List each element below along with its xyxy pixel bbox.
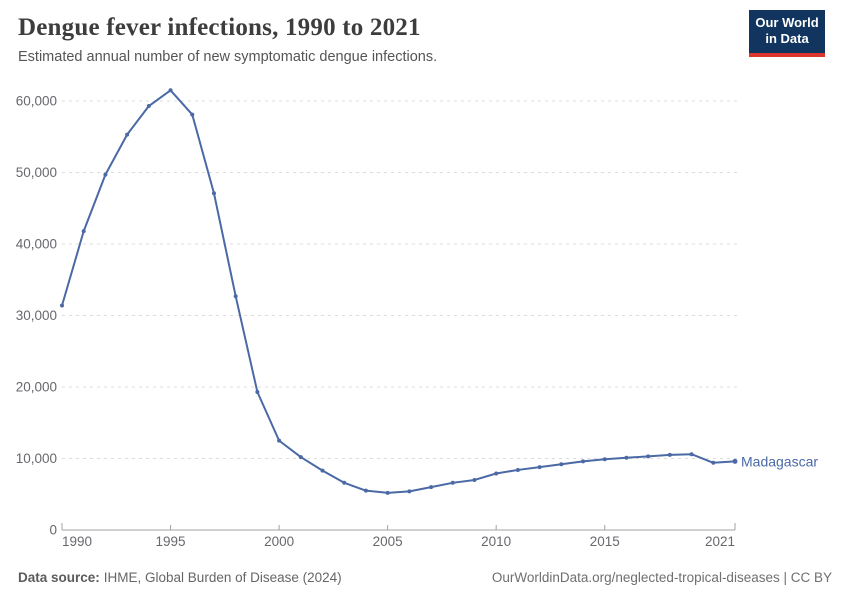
y-axis-tick-label: 30,000	[16, 308, 57, 323]
data-point[interactable]	[233, 294, 238, 299]
owid-logo-line1: Our World	[755, 15, 819, 30]
x-axis-tick-label: 2010	[481, 534, 511, 549]
y-axis-tick-label: 10,000	[16, 451, 57, 466]
x-axis-tick-label: 1995	[156, 534, 186, 549]
data-point[interactable]	[125, 132, 130, 137]
data-point[interactable]	[255, 390, 260, 395]
data-point[interactable]	[667, 452, 672, 457]
data-point[interactable]	[60, 303, 64, 308]
data-point[interactable]	[385, 490, 390, 495]
series-label-madagascar[interactable]: Madagascar	[741, 453, 818, 469]
data-point[interactable]	[298, 455, 303, 460]
y-axis-tick-label: 50,000	[16, 165, 57, 180]
data-source-label: Data source:	[18, 570, 100, 585]
data-point[interactable]	[146, 104, 151, 109]
data-point[interactable]	[277, 438, 282, 443]
chart-footer: Data source: IHME, Global Burden of Disea…	[18, 570, 832, 585]
x-axis-tick-label: 1990	[62, 534, 92, 549]
data-source-value: IHME, Global Burden of Disease (2024)	[103, 570, 342, 585]
data-point[interactable]	[450, 480, 455, 485]
data-point[interactable]	[537, 465, 542, 470]
data-point[interactable]	[732, 458, 738, 464]
data-point[interactable]	[602, 457, 607, 462]
data-point[interactable]	[515, 467, 520, 472]
data-point[interactable]	[81, 229, 86, 234]
data-source: Data source: IHME, Global Burden of Disea…	[18, 570, 342, 585]
data-point[interactable]	[363, 488, 368, 493]
data-point[interactable]	[646, 454, 651, 459]
owid-logo-line2: in Data	[765, 31, 809, 46]
data-point[interactable]	[320, 468, 325, 473]
data-point[interactable]	[472, 477, 477, 482]
data-point[interactable]	[581, 459, 586, 464]
data-point[interactable]	[559, 462, 564, 467]
data-point[interactable]	[342, 480, 347, 485]
chart-title: Dengue fever infections, 1990 to 2021	[18, 14, 421, 41]
y-axis-tick-label: 20,000	[16, 380, 57, 395]
data-line-madagascar[interactable]	[61, 89, 736, 494]
data-point[interactable]	[190, 112, 195, 117]
chart-subtitle: Estimated annual number of new symptomat…	[18, 49, 438, 65]
data-point[interactable]	[168, 88, 173, 93]
data-point[interactable]	[689, 452, 694, 457]
data-point[interactable]	[711, 460, 716, 465]
data-point[interactable]	[103, 172, 108, 177]
x-axis-tick-label: 2000	[264, 534, 294, 549]
data-point[interactable]	[429, 485, 434, 490]
y-axis-tick-label: 60,000	[16, 94, 57, 109]
data-point[interactable]	[494, 471, 499, 476]
x-axis-tick-label: 2005	[373, 534, 403, 549]
data-point[interactable]	[624, 455, 629, 460]
owid-logo[interactable]: Our World in Data	[749, 10, 825, 57]
y-axis-tick-label: 0	[49, 523, 57, 538]
license-link[interactable]: OurWorldinData.org/neglected-tropical-di…	[491, 570, 832, 585]
y-axis-tick-label: 40,000	[16, 237, 57, 252]
x-axis-tick-label: 2015	[590, 534, 620, 549]
chart-header: Dengue fever infections, 1990 to 2021 Es…	[18, 10, 832, 65]
x-axis-tick-label: 2021	[705, 534, 735, 549]
data-point[interactable]	[211, 191, 216, 196]
data-point[interactable]	[407, 489, 412, 494]
